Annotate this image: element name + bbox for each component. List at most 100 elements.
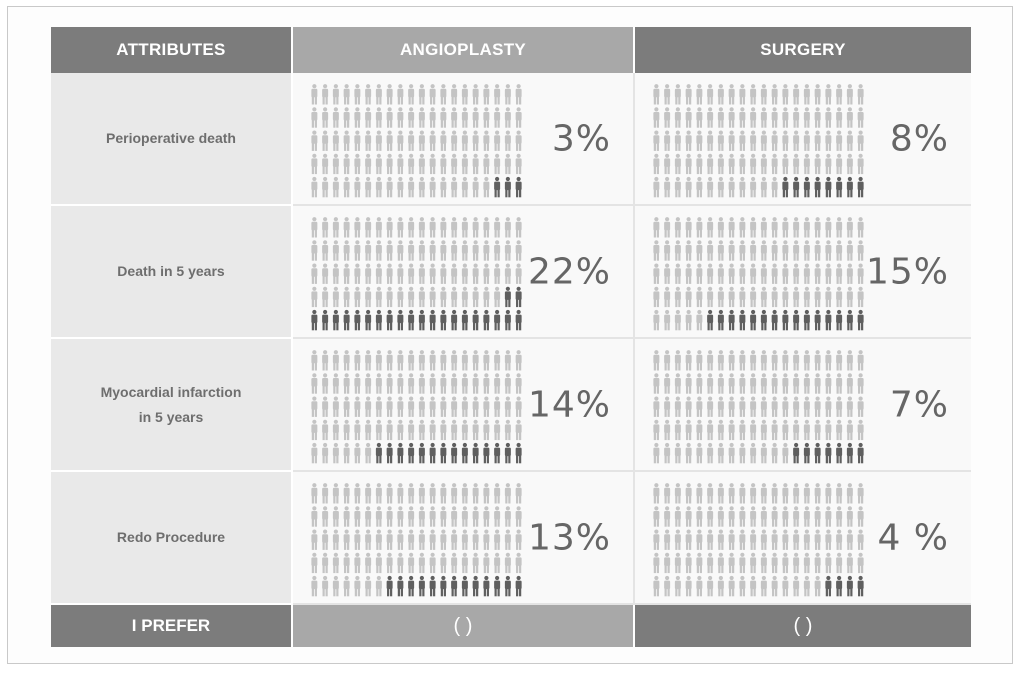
person-icon	[707, 419, 714, 441]
person-icon	[408, 286, 415, 308]
person-icon	[664, 130, 671, 151]
person-icon	[418, 107, 425, 128]
person-icon-highlighted	[857, 575, 864, 597]
person-icon	[739, 506, 746, 527]
person-icon	[322, 552, 329, 574]
person-icon	[717, 263, 724, 284]
person-icon	[825, 240, 832, 261]
person-icon	[397, 153, 404, 175]
person-icon	[440, 240, 447, 261]
person-icon	[461, 552, 468, 574]
person-icon	[728, 217, 735, 238]
prefer-angioplasty-choice[interactable]: ( )	[293, 605, 635, 647]
person-icon	[408, 552, 415, 574]
person-icon	[803, 286, 810, 308]
person-icon	[782, 153, 789, 175]
person-icon	[685, 309, 692, 331]
person-icon	[504, 84, 511, 105]
person-icon	[814, 130, 821, 151]
person-icon	[793, 350, 800, 371]
person-icon	[429, 373, 436, 394]
person-icon	[365, 419, 372, 441]
person-icon	[857, 84, 864, 105]
person-icon	[696, 350, 703, 371]
person-icon	[728, 483, 735, 504]
person-icon	[494, 130, 501, 151]
percent-label: 13%	[527, 517, 611, 558]
attribute-label: Death in 5 years	[51, 206, 293, 339]
person-icon	[451, 286, 458, 308]
person-icon	[664, 217, 671, 238]
person-icon	[354, 396, 361, 417]
person-icon-highlighted	[836, 575, 843, 597]
person-icon	[332, 506, 339, 527]
person-icon	[707, 176, 714, 198]
person-icon	[857, 350, 864, 371]
person-icon-highlighted	[739, 309, 746, 331]
person-icon	[354, 153, 361, 175]
person-icon	[375, 552, 382, 574]
person-icon	[408, 529, 415, 550]
person-icon	[440, 84, 447, 105]
person-icon-highlighted	[451, 442, 458, 464]
person-icon	[664, 240, 671, 261]
person-icon	[674, 506, 681, 527]
person-icon	[483, 396, 490, 417]
person-icon	[483, 263, 490, 284]
person-icon	[375, 483, 382, 504]
person-icon	[782, 130, 789, 151]
person-icon	[717, 130, 724, 151]
attribute-label-line: in 5 years	[138, 408, 204, 425]
person-icon	[803, 373, 810, 394]
person-icon-highlighted	[857, 309, 864, 331]
person-icon	[451, 130, 458, 151]
person-icon	[494, 483, 501, 504]
person-icon-highlighted	[515, 286, 522, 308]
person-icon	[685, 575, 692, 597]
person-icon	[825, 217, 832, 238]
person-icon	[653, 373, 660, 394]
person-icon	[728, 84, 735, 105]
person-icon-highlighted	[418, 309, 425, 331]
person-icon	[771, 373, 778, 394]
person-icon	[408, 483, 415, 504]
person-icon	[386, 483, 393, 504]
person-icon	[418, 263, 425, 284]
comparison-table: ATTRIBUTES ANGIOPLASTY SURGERY Periopera…	[51, 27, 971, 647]
person-icon	[685, 107, 692, 128]
person-icon	[418, 396, 425, 417]
person-icon	[322, 396, 329, 417]
person-icon	[343, 176, 350, 198]
person-icon	[739, 575, 746, 597]
person-icon-highlighted	[322, 309, 329, 331]
person-icon	[653, 84, 660, 105]
person-icon-highlighted	[451, 575, 458, 597]
person-icon	[857, 483, 864, 504]
prefer-surgery-choice[interactable]: ( )	[635, 605, 971, 647]
person-icon	[674, 263, 681, 284]
person-icon	[504, 107, 511, 128]
person-icon	[375, 153, 382, 175]
person-icon	[311, 529, 318, 550]
person-icon	[322, 419, 329, 441]
person-icon	[408, 240, 415, 261]
person-icon	[793, 84, 800, 105]
pictogram	[311, 483, 522, 597]
person-icon	[375, 263, 382, 284]
person-icon	[685, 286, 692, 308]
person-icon-highlighted	[814, 442, 821, 464]
person-icon	[494, 373, 501, 394]
person-icon-highlighted	[814, 176, 821, 198]
person-icon	[707, 217, 714, 238]
person-icon	[332, 373, 339, 394]
person-icon	[418, 373, 425, 394]
person-icon	[311, 84, 318, 105]
person-icon	[375, 419, 382, 441]
person-icon	[397, 130, 404, 151]
person-icon	[397, 529, 404, 550]
person-icon	[472, 130, 479, 151]
person-icon	[717, 506, 724, 527]
person-icon	[343, 153, 350, 175]
person-icon	[750, 506, 757, 527]
person-icon	[429, 84, 436, 105]
